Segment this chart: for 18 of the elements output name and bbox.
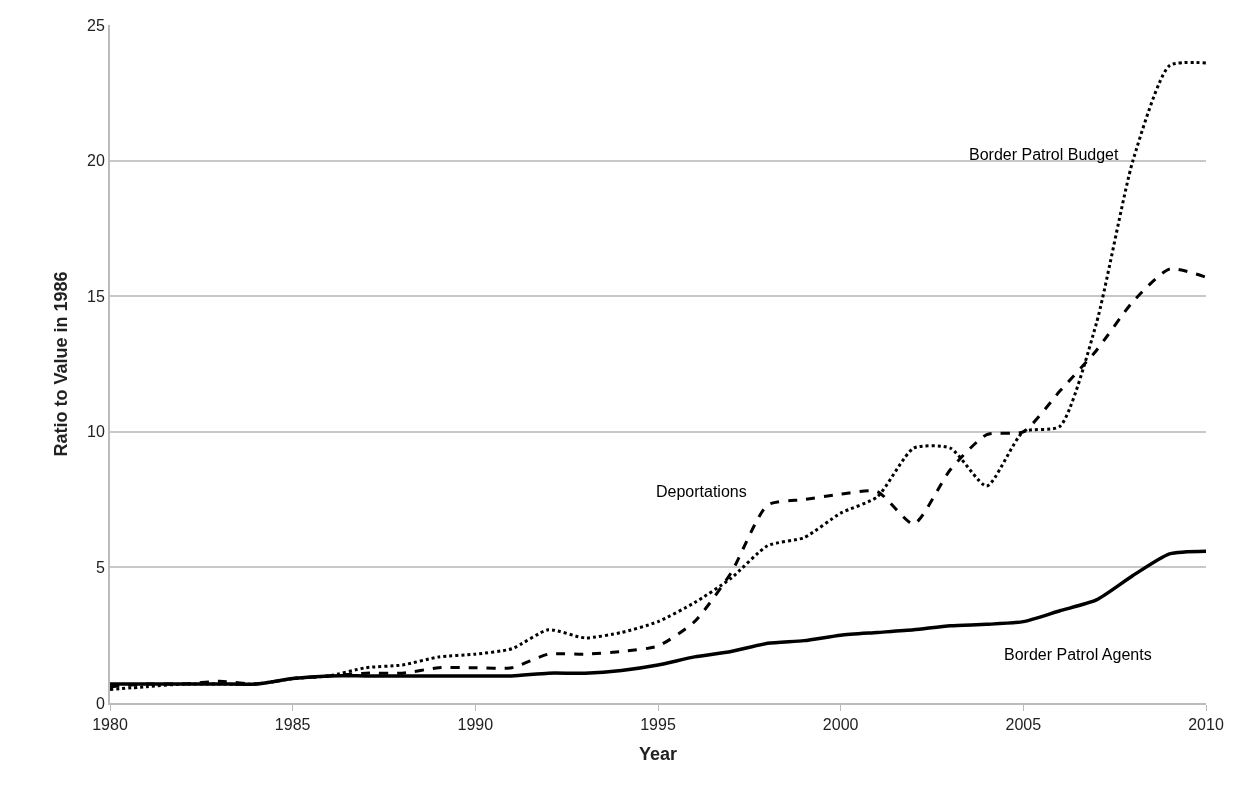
x-tick-label: 1995 <box>640 716 676 734</box>
y-tick-label: 5 <box>95 559 105 576</box>
series-label: Deportations <box>656 483 747 500</box>
x-tick-label: 1985 <box>274 716 311 734</box>
y-tick-label: 0 <box>95 694 105 712</box>
series-label: Border Patrol Budget <box>969 146 1119 163</box>
y-tick-label: 25 <box>87 16 105 34</box>
x-tick-label: 1990 <box>457 716 494 734</box>
x-axis-title: Year <box>638 743 678 764</box>
y-tick-label: 10 <box>87 423 105 441</box>
y-axis-title: Ratio to Value in 1986 <box>50 271 71 457</box>
x-tick-label: 2000 <box>822 716 859 734</box>
series-label: Border Patrol Agents <box>1004 646 1152 663</box>
x-tick-label: 1980 <box>92 716 128 734</box>
y-tick-label: 15 <box>87 287 105 305</box>
x-tick-label: 2005 <box>1005 716 1042 734</box>
y-tick-label: 20 <box>87 152 105 170</box>
x-tick-label: 2010 <box>1188 716 1224 734</box>
